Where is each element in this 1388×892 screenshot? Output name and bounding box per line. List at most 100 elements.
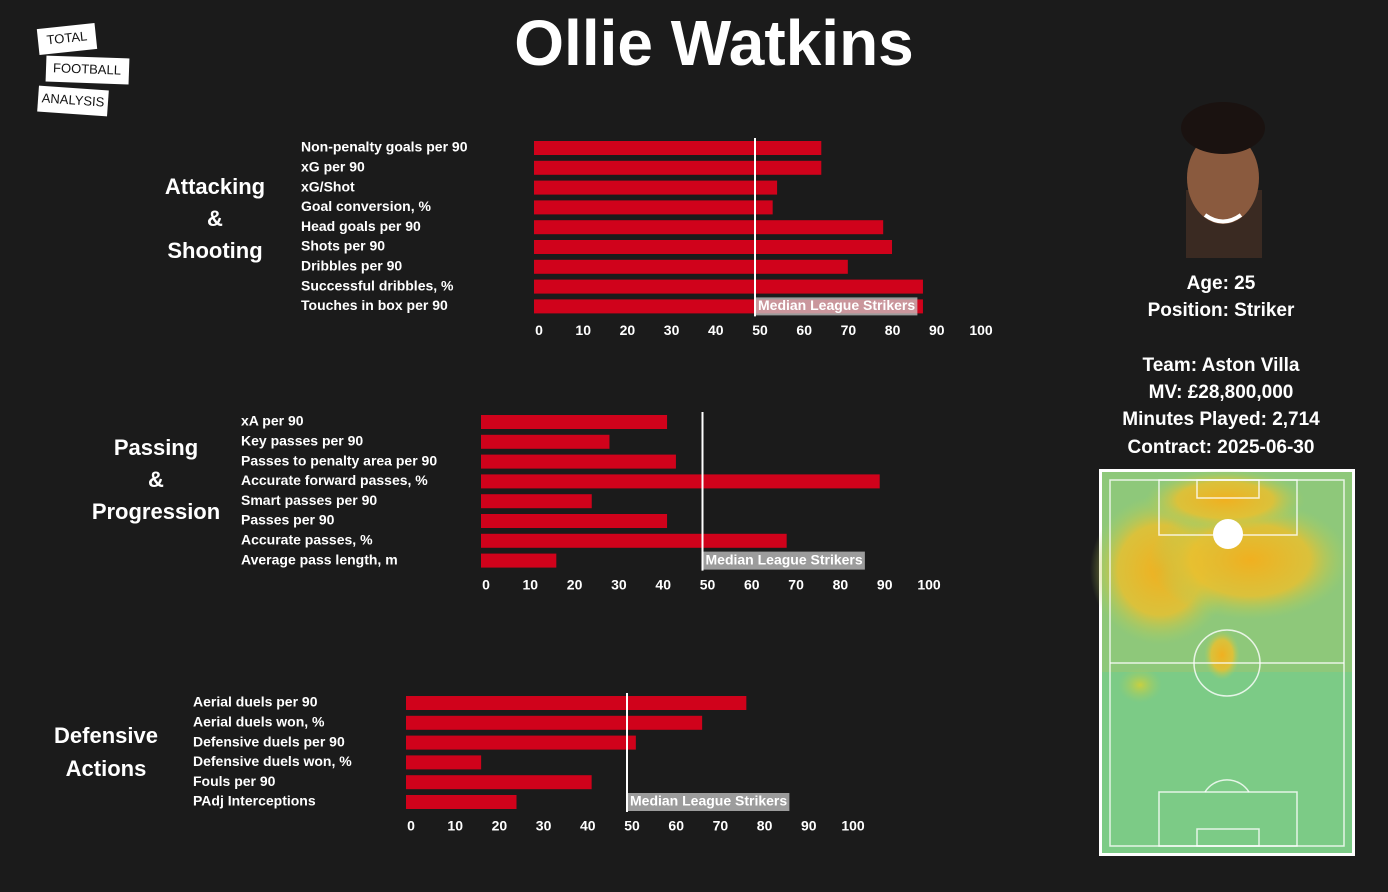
x-tick-label: 10 (447, 818, 463, 834)
median-label: Median League Strikers (630, 793, 787, 809)
bar (481, 415, 668, 429)
info-line: MV: £28,800,000 (1149, 382, 1294, 403)
heat-blob (1145, 470, 1305, 530)
logo-text: FOOTBALL (53, 60, 121, 77)
bar-label: Successful dribbles, % (301, 277, 454, 293)
x-tick-label: 40 (580, 818, 596, 834)
bar (406, 795, 517, 809)
bar (534, 141, 822, 155)
bar (481, 454, 676, 469)
median-label-bg (628, 793, 790, 811)
bar (534, 220, 884, 235)
heat-blob (1150, 500, 1350, 620)
info-line: Age: 25 (1187, 273, 1256, 294)
section-title: & (207, 206, 223, 231)
page-title: Ollie Watkins (514, 7, 914, 79)
x-tick-label: 50 (624, 818, 640, 834)
logo-box (37, 85, 109, 117)
x-tick-label: 10 (575, 322, 591, 338)
bar (534, 259, 848, 274)
bar (481, 533, 787, 548)
photo-face (1187, 132, 1259, 224)
section-title: Progression (92, 499, 220, 524)
bar-label: PAdj Interceptions (193, 793, 316, 809)
bar-label: Passes to penalty area per 90 (241, 452, 437, 468)
bar-label: Goal conversion, % (301, 198, 431, 214)
bar (406, 735, 636, 750)
bar (406, 696, 747, 710)
info-line: Contract: 2025-06-30 (1128, 437, 1315, 458)
x-tick-label: 60 (744, 576, 760, 592)
bar-label: xG/Shot (301, 178, 355, 194)
median-label: Median League Strikers (706, 551, 863, 567)
bar-label: Smart passes per 90 (241, 492, 377, 508)
x-tick-label: 80 (885, 322, 901, 338)
bar-label: Shots per 90 (301, 238, 385, 254)
x-tick-label: 30 (611, 576, 627, 592)
logo-text: ANALYSIS (41, 90, 105, 109)
section-title: & (148, 467, 164, 492)
section-title: Shooting (167, 238, 262, 263)
x-tick-label: 100 (841, 818, 865, 834)
bar-label: xA per 90 (241, 413, 304, 429)
x-tick-label: 40 (655, 576, 671, 592)
pitch-lines (1109, 479, 1345, 847)
bar (406, 775, 592, 790)
x-tick-label: 30 (536, 818, 552, 834)
bar-label: Fouls per 90 (193, 773, 276, 789)
x-tick-label: 20 (620, 322, 636, 338)
bar (534, 240, 893, 254)
bar (481, 434, 610, 449)
heatmap (1090, 469, 1355, 856)
info-line: Minutes Played: 2,714 (1122, 409, 1320, 430)
logo-box (36, 23, 98, 55)
x-tick-label: 90 (801, 818, 817, 834)
bar-label: Defensive duels won, % (193, 753, 352, 769)
x-tick-label: 20 (567, 576, 583, 592)
bar-label: Head goals per 90 (301, 218, 421, 234)
bar-label: xG per 90 (301, 159, 365, 175)
section-title: Attacking (165, 174, 265, 199)
x-tick-label: 90 (877, 576, 893, 592)
section-title: Actions (66, 756, 147, 781)
section-title: Passing (114, 435, 198, 460)
x-tick-label: 10 (523, 576, 539, 592)
x-tick-label: 70 (713, 818, 729, 834)
bar-label: Aerial duels per 90 (193, 694, 318, 710)
logo: TOTAL FOOTBALL ANALYSIS (36, 23, 130, 117)
bar (534, 200, 773, 215)
x-tick-label: 50 (752, 322, 768, 338)
x-tick-label: 90 (929, 322, 945, 338)
bar (534, 160, 822, 175)
median-label-bg (756, 297, 918, 316)
x-tick-label: 100 (917, 576, 941, 592)
x-tick-label: 80 (757, 818, 773, 834)
section-title: Defensive (54, 723, 158, 748)
info-line: Position: Striker (1148, 300, 1295, 321)
x-tick-label: 40 (708, 322, 724, 338)
x-tick-label: 20 (492, 818, 508, 834)
x-tick-label: 0 (407, 818, 415, 834)
heat-blob (1118, 667, 1162, 703)
logo-text: TOTAL (46, 28, 88, 47)
x-tick-label: 70 (788, 576, 804, 592)
median-label-bg (703, 551, 865, 570)
median-label: Median League Strikers (758, 297, 915, 313)
bar-label: Passes per 90 (241, 512, 335, 528)
photo-smile (1203, 213, 1243, 224)
bar-label: Defensive duels per 90 (193, 733, 345, 749)
bar-label: Accurate passes, % (241, 532, 373, 548)
x-tick-label: 80 (833, 576, 849, 592)
bar-label: Accurate forward passes, % (241, 472, 428, 488)
bar-label: Touches in box per 90 (301, 297, 448, 313)
player-photo (1181, 102, 1265, 258)
average-position (1213, 519, 1243, 549)
x-tick-label: 60 (668, 818, 684, 834)
x-tick-label: 70 (841, 322, 857, 338)
bar-label: Key passes per 90 (241, 433, 363, 449)
x-tick-label: 0 (535, 322, 543, 338)
bar (534, 279, 923, 294)
x-tick-label: 50 (700, 576, 716, 592)
x-tick-label: 30 (664, 322, 680, 338)
